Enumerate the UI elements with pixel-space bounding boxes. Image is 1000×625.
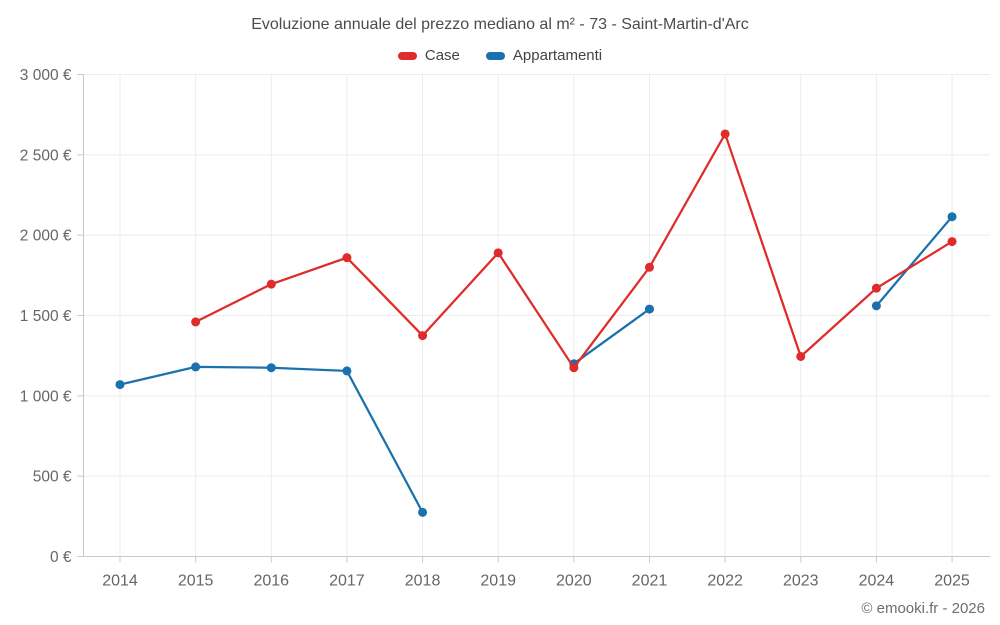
y-axis-labels: 0 € 500 € 1 000 € 1 500 € 2 000 € 2 500 € 3 00…	[20, 67, 72, 566]
legend: Case Appartamenti	[0, 47, 1000, 64]
x-tick-label: 2020	[556, 573, 592, 590]
x-axis-labels: 2014 2015 2016 2017 2018 2019 2020 2021 2022 2023…	[102, 573, 970, 590]
legend-label-case: Case	[424, 47, 460, 64]
x-tick-label: 2017	[329, 573, 365, 590]
data-point-appartamenti-2025[interactable]	[947, 212, 957, 222]
y-tick-label: 2 500 €	[20, 147, 72, 164]
series-appartamenti-line	[875, 215, 953, 307]
chart-title: Evoluzione annuale del prezzo mediano al…	[251, 16, 749, 33]
data-point-appartamenti-2018[interactable]	[418, 507, 428, 517]
series-case	[191, 129, 957, 373]
legend-item-case[interactable]: Case	[397, 47, 460, 64]
case-swatch-icon	[397, 51, 417, 60]
y-tick-label: 2 000 €	[20, 228, 72, 245]
data-point-appartamenti-2015[interactable]	[191, 362, 201, 372]
data-point-appartamenti-2016[interactable]	[266, 363, 276, 373]
x-tick-label: 2023	[783, 573, 819, 590]
x-tick-label: 2015	[178, 573, 214, 590]
data-point-appartamenti-2017[interactable]	[342, 366, 352, 376]
series-appartamenti	[115, 212, 957, 517]
data-point-case-2024[interactable]	[871, 283, 881, 293]
data-point-case-2021[interactable]	[644, 262, 654, 272]
y-tick-label: 0 €	[50, 549, 72, 566]
data-point-case-2025[interactable]	[947, 237, 957, 247]
y-tick-label: 3 000 €	[20, 67, 72, 84]
appartamenti-swatch-icon	[485, 51, 505, 60]
y-tick-label: 1 000 €	[20, 388, 72, 405]
copyright-text: © emooki.fr - 2026	[861, 600, 985, 617]
data-point-appartamenti-2021[interactable]	[644, 304, 654, 314]
legend-item-appartamenti[interactable]: Appartamenti	[485, 47, 603, 64]
y-tick-label: 500 €	[33, 469, 72, 486]
gridlines	[83, 74, 990, 557]
data-point-case-2022[interactable]	[720, 129, 730, 139]
x-tick-label: 2014	[102, 573, 138, 590]
data-point-appartamenti-2024[interactable]	[871, 301, 881, 311]
x-tick-label: 2021	[632, 573, 668, 590]
x-tick-label: 2024	[859, 573, 895, 590]
x-tick-label: 2022	[707, 573, 743, 590]
data-point-case-2016[interactable]	[266, 279, 276, 289]
data-point-case-2023[interactable]	[796, 351, 806, 361]
data-point-case-2019[interactable]	[493, 248, 503, 258]
data-point-case-2015[interactable]	[191, 317, 201, 327]
data-point-case-2017[interactable]	[342, 253, 352, 263]
data-point-case-2018[interactable]	[418, 331, 428, 341]
y-tick-label: 1 500 €	[20, 308, 72, 325]
x-tick-label: 2019	[480, 573, 516, 590]
series-appartamenti-line	[573, 308, 651, 365]
data-point-case-2020[interactable]	[569, 363, 579, 373]
data-point-appartamenti-2014[interactable]	[115, 380, 125, 390]
legend-label-appartamenti: Appartamenti	[512, 47, 603, 64]
x-tick-label: 2025	[934, 573, 970, 590]
x-tick-label: 2016	[253, 573, 289, 590]
axes	[77, 74, 990, 563]
x-tick-label: 2018	[405, 573, 441, 590]
